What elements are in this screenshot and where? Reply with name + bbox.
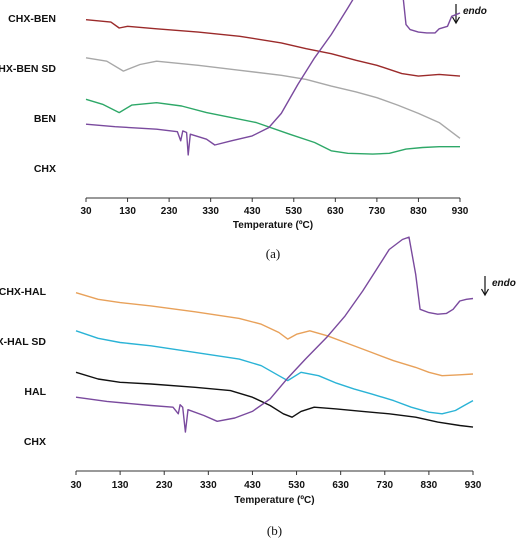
x-axis-title: Temperature (ºC) <box>233 220 313 231</box>
endo-annotation: endo <box>492 278 516 289</box>
x-tick-label: 230 <box>156 480 173 491</box>
x-tick-label: 730 <box>376 480 393 491</box>
x-tick-label: 230 <box>161 206 178 217</box>
x-tick-label: 430 <box>244 206 261 217</box>
series-line-chx-ben <box>85 19 461 77</box>
series-label-chx: CHX <box>24 436 46 448</box>
x-tick-label: 730 <box>369 206 386 217</box>
x-tick-label: 30 <box>80 206 92 217</box>
chart-panel-b: 30 130 230 330 430 530 630 730 830 930 Temperature… <box>0 236 516 538</box>
x-tick-label: 930 <box>452 206 469 217</box>
endo-arrow-icon <box>451 4 461 25</box>
x-tick-label: 330 <box>202 206 219 217</box>
series-label-chx-ben-sd: CHX-BEN SD <box>0 63 56 75</box>
series-line-chx-hal-sd <box>75 330 474 415</box>
x-tick-label: 830 <box>421 480 438 491</box>
x-tick-label: 130 <box>112 480 129 491</box>
x-tick-label: 530 <box>288 480 305 491</box>
series-label-chx-ben: CHX-BEN <box>8 13 56 25</box>
series-label-chx-hal-sd: CHX-HAL SD <box>0 336 46 348</box>
x-tick-label: 630 <box>327 206 344 217</box>
series-line-hal <box>75 371 474 428</box>
x-tick-label: 830 <box>410 206 427 217</box>
series-label-chx: CHX <box>34 163 56 175</box>
x-tick-label: 430 <box>244 480 261 491</box>
series-label-ben: BEN <box>34 113 56 125</box>
series-line-ben <box>85 98 460 155</box>
series-line-chx <box>85 0 461 156</box>
x-tick-label: 130 <box>119 206 136 217</box>
panel-caption: (a) <box>266 246 280 261</box>
x-tick-label: 30 <box>70 480 82 491</box>
endo-annotation: endo <box>463 6 487 17</box>
chart-panel-a: 30 130 230 330 430 530 630 730 830 930 Temperature… <box>0 0 487 261</box>
series-label-hal: HAL <box>24 386 46 398</box>
x-axis-title: Temperature (ºC) <box>234 495 314 506</box>
series-line-chx-hal <box>75 292 474 377</box>
series-line-chx <box>75 236 474 433</box>
x-tick-label: 630 <box>332 480 349 491</box>
series-label-chx-hal: CHX-HAL <box>0 286 47 298</box>
x-tick-label: 930 <box>465 480 482 491</box>
endo-arrow-icon <box>480 276 490 297</box>
panel-caption: (b) <box>267 523 282 538</box>
x-tick-label: 330 <box>200 480 217 491</box>
x-tick-label: 530 <box>285 206 302 217</box>
series-line-chx-ben-sd <box>85 57 461 139</box>
